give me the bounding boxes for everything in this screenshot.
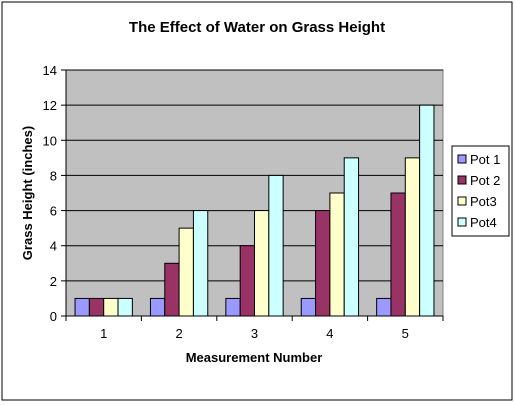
x-tick-label: 1: [100, 326, 107, 341]
y-tick-label: 8: [50, 168, 57, 183]
bar: [376, 297, 392, 317]
bar: [268, 174, 284, 317]
legend-entry: Pot3: [470, 194, 497, 209]
bar: [103, 297, 119, 317]
y-tick-label: 4: [50, 239, 57, 254]
y-tick-label: 0: [50, 309, 57, 324]
bar: [254, 210, 270, 317]
legend-entry: Pot 1: [470, 152, 500, 167]
bar: [225, 297, 241, 317]
bar: [192, 210, 209, 317]
bars: [74, 104, 435, 317]
x-axis-label: Measurement Number: [186, 350, 323, 365]
y-tick-label: 10: [43, 133, 57, 148]
bar: [390, 192, 406, 317]
y-tick-label: 12: [43, 98, 57, 113]
legend: Pot 1 Pot 2 Pot3 Pot4: [451, 145, 510, 237]
legend-swatch: [457, 196, 467, 206]
axes: [61, 69, 444, 321]
bar: [329, 192, 345, 317]
legend-swatch: [457, 154, 467, 164]
bar: [74, 297, 90, 317]
chart-title: The Effect of Water on Grass Height: [129, 19, 385, 36]
bar: [239, 245, 255, 317]
bar: [117, 297, 133, 317]
bar: [315, 210, 331, 317]
bar: [88, 297, 105, 317]
y-tick-label: 14: [43, 63, 57, 78]
x-tick-label: 2: [175, 326, 182, 341]
legend-swatch: [457, 175, 467, 185]
bar: [343, 157, 360, 317]
bar: [300, 297, 317, 317]
bar: [164, 262, 180, 317]
bar: [404, 157, 421, 317]
bar: [419, 104, 435, 317]
y-tick-labels: 0 2 4 6 8 10 12 14: [43, 63, 57, 324]
bar: [178, 227, 194, 317]
bar: [149, 297, 166, 317]
x-tick-label: 3: [251, 326, 258, 341]
y-axis-label: Grass Height (inches): [20, 126, 35, 260]
y-tick-label: 2: [50, 274, 57, 289]
legend-entry: Pot4: [470, 215, 497, 230]
x-tick-labels: 1 2 3 4 5: [100, 326, 409, 341]
x-tick-label: 5: [402, 326, 409, 341]
y-tick-label: 6: [50, 204, 57, 219]
legend-swatch: [457, 217, 467, 227]
legend-entry: Pot 2: [470, 173, 500, 188]
x-tick-label: 4: [326, 326, 333, 341]
